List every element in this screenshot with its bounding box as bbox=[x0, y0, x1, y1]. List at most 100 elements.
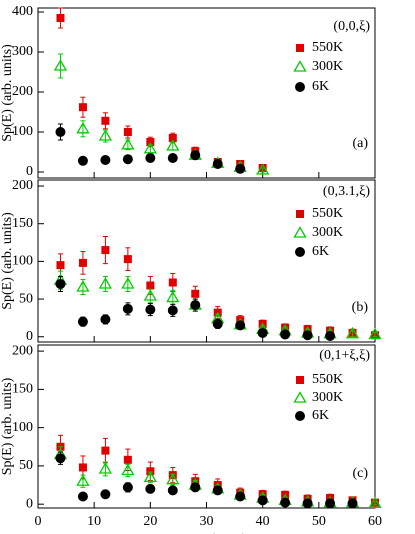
marker-triangle bbox=[98, 277, 113, 289]
marker-circle bbox=[295, 411, 305, 421]
y-tick-label: 100 bbox=[12, 254, 33, 269]
marker-square bbox=[56, 14, 65, 22]
marker-circle bbox=[77, 491, 88, 502]
marker-circle bbox=[257, 327, 268, 338]
legend-label: 550K bbox=[312, 40, 343, 55]
marker-square bbox=[296, 376, 304, 384]
marker-triangle bbox=[143, 289, 157, 301]
marker-triangle bbox=[166, 139, 180, 151]
marker-triangle bbox=[293, 226, 307, 238]
x-tick-label: 60 bbox=[368, 514, 382, 529]
plot-frame bbox=[37, 179, 376, 343]
marker-square bbox=[258, 490, 267, 499]
marker-circle bbox=[77, 155, 88, 166]
marker-circle bbox=[295, 247, 305, 257]
marker-circle bbox=[325, 498, 336, 509]
marker-triangle bbox=[293, 391, 307, 403]
marker-circle bbox=[167, 305, 178, 316]
marker-circle bbox=[167, 153, 178, 163]
marker-circle bbox=[122, 154, 133, 165]
y-tick-label: 200 bbox=[12, 84, 33, 99]
marker-circle bbox=[122, 482, 133, 493]
marker-circle bbox=[190, 482, 201, 493]
marker-triangle bbox=[76, 122, 90, 134]
y-axis-label: Sp(E) (arb. units) bbox=[0, 377, 15, 475]
marker-circle bbox=[167, 485, 178, 496]
y-tick-label: 400 bbox=[12, 4, 33, 19]
marker-circle bbox=[212, 159, 223, 169]
marker-triangle bbox=[368, 327, 382, 340]
marker-triangle bbox=[293, 60, 307, 72]
y-tick-label: 150 bbox=[12, 216, 33, 231]
y-tick-label: 200 bbox=[12, 178, 33, 193]
marker-square bbox=[296, 44, 304, 52]
marker-circle bbox=[100, 155, 111, 165]
marker-circle bbox=[280, 497, 291, 508]
legend-label: 550K bbox=[312, 372, 343, 387]
marker-triangle bbox=[98, 462, 113, 474]
x-tick-label: 40 bbox=[256, 514, 270, 529]
marker-circle bbox=[212, 318, 223, 329]
marker-circle bbox=[145, 483, 156, 494]
marker-square bbox=[123, 255, 132, 264]
legend-label: 6K bbox=[312, 408, 329, 423]
marker-triangle bbox=[98, 129, 113, 141]
legend-label: 6K bbox=[312, 79, 329, 94]
x-tick-label: 50 bbox=[312, 514, 326, 529]
legend-label: 300K bbox=[312, 390, 343, 405]
y-tick-label: 150 bbox=[12, 382, 33, 397]
marker-circle bbox=[100, 314, 111, 325]
marker-circle bbox=[77, 316, 88, 327]
marker-circle bbox=[325, 330, 336, 341]
marker-circle bbox=[100, 489, 111, 500]
x-tick-label: 0 bbox=[35, 514, 42, 529]
panel-annotation: (a) bbox=[352, 136, 368, 151]
y-tick-label: 100 bbox=[12, 124, 33, 139]
y-tick-label: 200 bbox=[12, 343, 33, 358]
marker-square bbox=[123, 128, 132, 136]
x-tick-label: 30 bbox=[200, 514, 214, 529]
marker-square bbox=[101, 246, 110, 255]
marker-square bbox=[168, 278, 177, 287]
marker-triangle bbox=[76, 280, 90, 292]
marker-circle bbox=[55, 453, 66, 464]
y-axis-label: Sp(E) (arb. units) bbox=[0, 212, 15, 310]
plot-frame bbox=[37, 344, 376, 509]
marker-circle bbox=[235, 320, 246, 331]
panel-title: (0,0,ξ) bbox=[333, 19, 370, 34]
y-tick-label: 300 bbox=[12, 44, 33, 59]
marker-circle bbox=[190, 150, 201, 161]
legend-label: 300K bbox=[312, 59, 343, 74]
marker-circle bbox=[295, 82, 305, 92]
y-tick-label: 0 bbox=[26, 496, 33, 511]
marker-triangle bbox=[121, 277, 135, 289]
legend-label: 300K bbox=[312, 225, 343, 240]
y-axis-label: Sp(E) (arb. units) bbox=[0, 44, 15, 142]
marker-square bbox=[78, 258, 87, 267]
marker-circle bbox=[145, 153, 156, 163]
marker-circle bbox=[347, 498, 358, 509]
marker-triangle bbox=[143, 142, 157, 154]
marker-square bbox=[296, 210, 304, 218]
marker-square bbox=[303, 325, 312, 334]
marker-triangle bbox=[121, 463, 135, 476]
legend-label: 6K bbox=[312, 244, 329, 259]
panel-annotation: (c) bbox=[352, 466, 368, 481]
marker-triangle bbox=[368, 496, 382, 509]
x-tick-label: 10 bbox=[87, 514, 101, 529]
marker-square bbox=[123, 455, 132, 464]
marker-circle bbox=[212, 485, 223, 496]
marker-circle bbox=[190, 300, 201, 311]
marker-square bbox=[101, 446, 110, 455]
panel-title: (0,3.1,ξ) bbox=[323, 184, 370, 199]
marker-square bbox=[78, 463, 87, 472]
marker-square bbox=[146, 138, 155, 146]
y-tick-label: 50 bbox=[19, 458, 33, 473]
marker-triangle bbox=[166, 290, 180, 303]
marker-circle bbox=[235, 491, 246, 502]
y-tick-label: 0 bbox=[26, 329, 33, 344]
marker-triangle bbox=[121, 138, 135, 150]
y-tick-label: 100 bbox=[12, 420, 33, 435]
marker-circle bbox=[302, 498, 313, 509]
